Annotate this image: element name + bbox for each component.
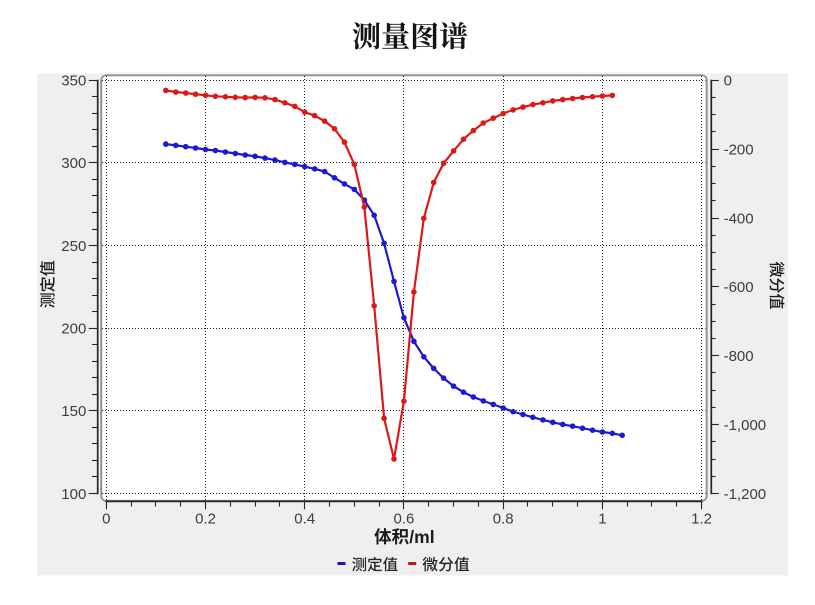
- svg-text:-400: -400: [724, 210, 754, 227]
- svg-text:/ml: /ml: [409, 527, 434, 547]
- svg-text:1.2: 1.2: [691, 511, 712, 528]
- svg-text:0: 0: [102, 511, 110, 528]
- svg-text:-600: -600: [724, 279, 754, 296]
- svg-text:-200: -200: [724, 141, 754, 158]
- svg-text:-1,200: -1,200: [724, 486, 767, 503]
- svg-text:-1,000: -1,000: [724, 417, 767, 434]
- svg-text:150: 150: [61, 403, 86, 420]
- svg-text:350: 350: [61, 73, 86, 90]
- svg-text:100: 100: [61, 486, 86, 503]
- svg-text:0.2: 0.2: [195, 511, 216, 528]
- svg-text:250: 250: [61, 238, 86, 255]
- svg-text:-800: -800: [724, 348, 754, 365]
- svg-text:200: 200: [61, 321, 86, 338]
- svg-text:0: 0: [724, 73, 732, 90]
- svg-text:0.6: 0.6: [393, 511, 414, 528]
- svg-text:0.4: 0.4: [294, 511, 315, 528]
- svg-text:300: 300: [61, 155, 86, 172]
- svg-text:0.8: 0.8: [493, 511, 514, 528]
- svg-text:1: 1: [598, 511, 606, 528]
